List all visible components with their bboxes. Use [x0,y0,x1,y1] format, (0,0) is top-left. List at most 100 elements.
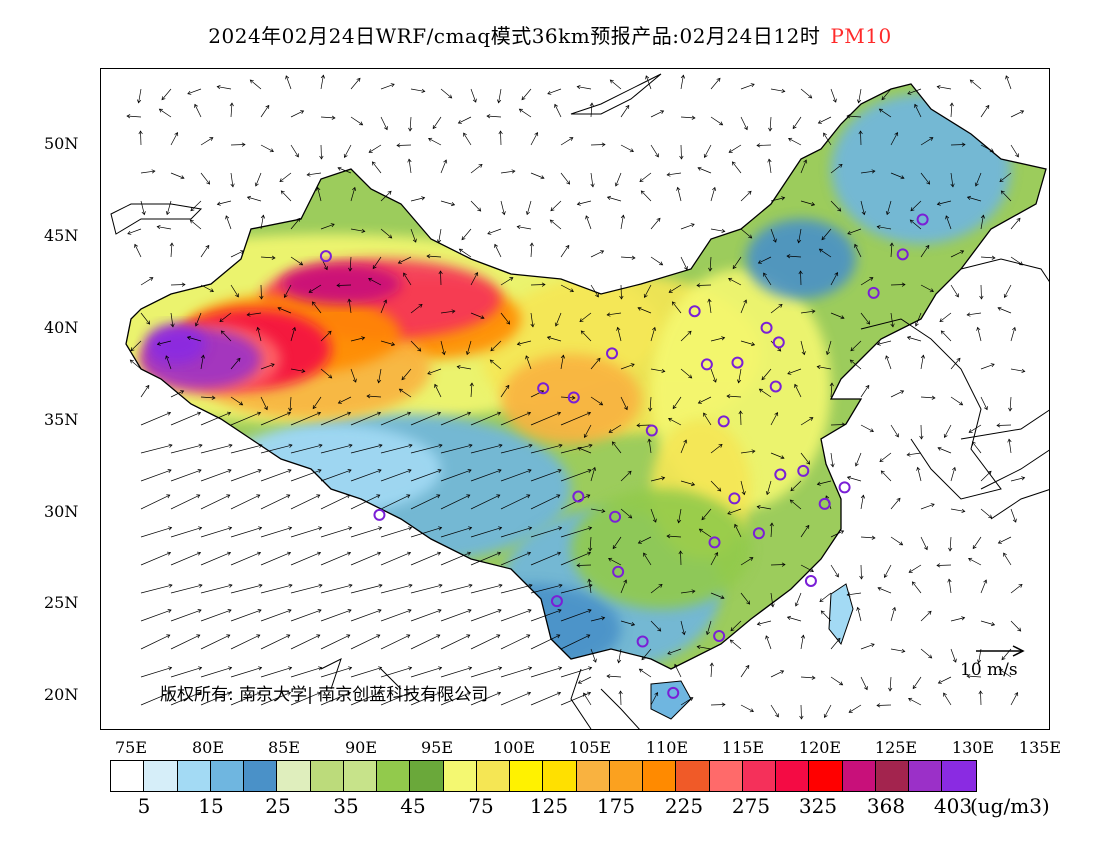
city-marker-harbin [916,213,929,226]
wind-arrow-head [528,443,533,448]
city-marker-zhengzhou [717,415,730,428]
wind-arrow-head [557,469,562,473]
wind-arrow-head [959,401,964,406]
wind-arrow-head [583,433,588,438]
wind-arrow [463,132,472,146]
wind-arrow [638,536,652,544]
wind-arrow [920,137,934,146]
wind-arrow [650,327,656,342]
city-marker-changchun [896,248,909,261]
wind-arrow [432,116,442,129]
colorbar-swatch [111,761,145,791]
wind-arrow-head [1001,656,1006,661]
wind-arrow [680,590,695,594]
wind-arrow-head [506,320,511,325]
wind-arrow-head [558,583,563,588]
wind-arrow-head [999,178,1004,183]
wind-arrow-head [145,384,150,389]
wind-arrow [170,494,200,510]
wind-arrow-head [587,469,592,473]
wind-arrow [500,552,531,566]
wind-arrow-head [895,433,899,438]
wind-arrow-head [489,359,494,364]
wind-arrow [794,384,802,398]
wind-arrow-head [777,347,782,352]
wind-arrow-head [258,583,263,588]
wind-arrow [560,355,564,370]
wind-arrow [200,396,215,399]
wind-arrow [790,480,802,491]
wind-arrow-head [377,609,382,613]
wind-arrow-head [165,355,170,360]
wind-arrow [706,620,712,635]
wind-arrow [950,172,954,187]
wind-arrow-head [505,384,510,389]
wind-arrow-head [378,666,383,671]
wind-arrow [590,508,605,512]
wind-arrow-head [627,470,632,475]
wind-arrow [530,692,561,706]
wind-arrow-head [526,691,532,696]
lake-baikal [570,73,662,115]
wind-arrow [560,137,574,146]
wind-arrow-head [643,552,647,557]
wind-arrow [668,418,682,426]
wind-arrow [470,634,500,650]
wind-arrow-head [912,685,917,690]
wind-arrow [710,116,723,126]
wind-arrow-head [661,476,666,481]
colorbar-swatch [609,761,643,791]
wind-arrow [824,704,832,718]
wind-arrow-head [774,412,779,417]
wind-arrow-head [756,504,761,510]
wind-arrow [194,104,202,118]
wind-arrow [950,467,956,482]
wind-arrow [260,527,292,538]
wind-arrow [307,172,322,176]
wind-arrow [500,527,532,538]
wind-arrow-head [829,382,834,387]
colorbar-label-325: 325 [798,794,838,818]
wind-arrow-head [366,394,371,399]
wind-arrow-head [595,293,599,298]
colorbar-swatch [909,761,943,791]
city-marker-chengdu [572,490,585,503]
wind-arrow-head [496,691,502,696]
wind-arrow [200,469,232,482]
wind-arrow [440,552,471,566]
wind-arrow-head [830,463,835,468]
wind-arrow-head [709,662,714,667]
wind-arrow [380,299,387,314]
wind-arrow-head [638,668,643,673]
wind-arrow [410,88,425,92]
wind-arrow [641,190,652,202]
lon-label-80: 80E [191,738,225,757]
wind-arrow-head [691,589,696,594]
wind-arrow-head [209,137,214,141]
wind-arrow-head [166,691,172,696]
wind-arrow-head [990,622,996,627]
wind-arrow [998,536,1012,544]
wind-arrow [320,116,335,119]
wind-arrow-head [196,691,202,696]
lon-label-100: 100E [492,738,536,757]
wind-arrow [350,469,382,482]
wind-arrow-head [636,423,641,428]
wind-arrow [170,172,185,179]
wind-arrow [378,368,382,383]
wind-arrow-head [606,195,612,200]
wind-arrow-head [925,244,930,249]
wind-arrow-head [1020,110,1025,114]
wind-arrow-head [657,627,662,632]
wind-arrow [401,368,412,380]
wind-arrow-head [254,182,259,187]
wind-arrow-head [187,90,192,95]
lat-label-50: 50N [44,134,79,153]
wind-arrow-head [534,132,539,137]
wind-arrow-head [463,132,467,137]
wind-arrow [230,412,261,426]
wind-arrow-head [437,609,442,613]
wind-arrow-head [810,202,816,207]
wind-arrow [583,692,592,706]
wind-arrow [620,508,632,519]
